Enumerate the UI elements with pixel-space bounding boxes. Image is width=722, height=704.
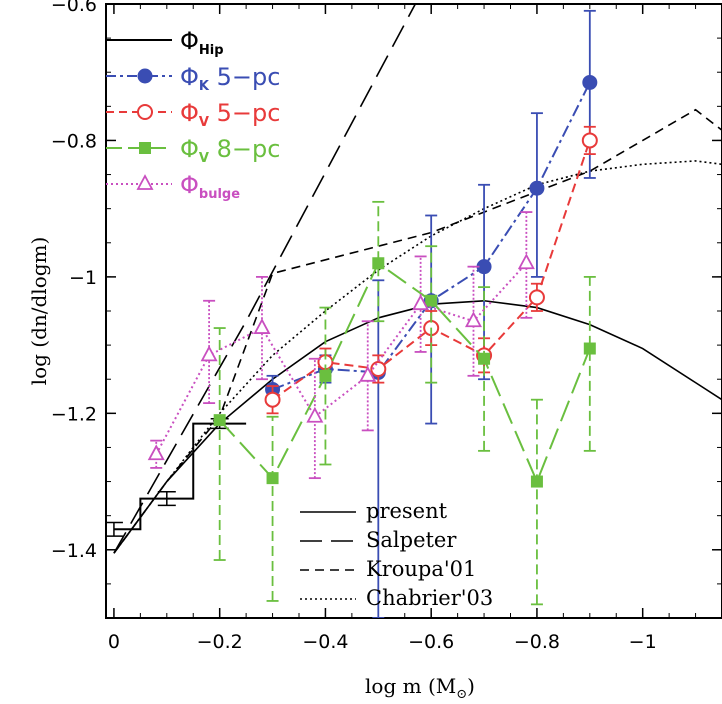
legend-suffix: 8−pc xyxy=(209,135,280,163)
x-tick-label: −1 xyxy=(629,631,657,653)
y-tick-label: −0.6 xyxy=(51,0,97,16)
legend-symbol: Φ xyxy=(180,171,199,199)
x-axis-label-close: ) xyxy=(467,674,475,698)
x-tick-label: −0.6 xyxy=(408,631,454,653)
legend-entry: Φbulge xyxy=(106,171,240,202)
legend-label: ΦK 5−pc xyxy=(180,63,280,94)
data-point xyxy=(425,295,437,307)
model-legend-label: Kroupa'01 xyxy=(366,557,476,581)
data-point xyxy=(583,133,597,147)
plot-frame xyxy=(106,4,722,618)
axis-ticks: 0 −0.2 −0.4 −0.6 −0.8 −1 −0.6 −0.8 −1 −1.2 −1.4 xyxy=(51,0,722,653)
x-axis-label-main: log m (M xyxy=(365,674,456,698)
data-point xyxy=(267,472,279,484)
y-tick-label: −1.4 xyxy=(51,540,97,562)
data-point xyxy=(138,105,152,119)
x-tick-label: 0 xyxy=(108,631,120,653)
data-point xyxy=(255,320,269,333)
legend-subscript: bulge xyxy=(199,187,240,202)
x-axis-label: log m (M⊙) xyxy=(365,674,475,702)
x-tick-label: −0.4 xyxy=(302,631,348,653)
data-point xyxy=(149,446,163,459)
curve-line xyxy=(114,110,722,553)
x-tick-label: −0.2 xyxy=(197,631,243,653)
legend-subscript: V xyxy=(199,151,209,166)
plot-border xyxy=(106,4,722,618)
legend-symbol: Φ xyxy=(180,99,199,127)
data-point xyxy=(266,393,280,407)
step-line xyxy=(114,424,246,530)
legend-entry: ΦV 5−pc xyxy=(106,99,280,130)
data-point xyxy=(319,370,331,382)
data-point xyxy=(372,257,384,269)
data-point xyxy=(584,343,596,355)
data-point xyxy=(583,75,597,89)
model-legend-entry: Chabrier'03 xyxy=(300,586,493,610)
model-legend-entry: Kroupa'01 xyxy=(300,557,476,581)
legend-suffix: 5−pc xyxy=(209,63,280,91)
legend-symbol: Φ xyxy=(180,63,199,91)
data-point xyxy=(214,414,226,426)
data-point xyxy=(202,347,216,360)
y-tick-label: −1 xyxy=(69,267,97,289)
legend-label: Φbulge xyxy=(180,171,240,202)
legend-label: ΦV 5−pc xyxy=(180,99,280,130)
data-point xyxy=(531,476,543,488)
data-point xyxy=(519,255,533,268)
legend-entry: ΦK 5−pc xyxy=(106,63,280,94)
legend-subscript: Hip xyxy=(199,43,224,58)
legend-suffix: 5−pc xyxy=(209,99,280,127)
data-point xyxy=(530,290,544,304)
legend-symbol: Φ xyxy=(180,27,199,55)
x-axis-label-sub: ⊙ xyxy=(456,687,467,702)
legend-label: ΦHip xyxy=(180,27,224,58)
data-point xyxy=(138,69,152,83)
y-tick-label: −0.8 xyxy=(51,130,97,152)
legend-subscript: V xyxy=(199,115,209,130)
legend-entry: ΦV 8−pc xyxy=(106,135,280,166)
data-point xyxy=(478,353,490,365)
model-legend-entry: present xyxy=(300,499,448,523)
data-point xyxy=(308,409,322,422)
legend-label: ΦV 8−pc xyxy=(180,135,280,166)
model-legend-entry: Salpeter xyxy=(300,528,457,552)
legend-entry: ΦHip xyxy=(106,27,224,58)
x-tick-label: −0.8 xyxy=(514,631,560,653)
legend-symbol: Φ xyxy=(180,135,199,163)
legend-bottom: present Salpeter Kroupa'01 Chabrier'03 xyxy=(300,499,493,610)
data-point xyxy=(138,176,152,189)
model-legend-label: Salpeter xyxy=(366,528,457,552)
data-point xyxy=(530,181,544,195)
y-tick-label: −1.2 xyxy=(51,403,97,425)
model-legend-label: Chabrier'03 xyxy=(366,586,493,610)
model-legend-label: present xyxy=(366,499,448,523)
data-point xyxy=(139,142,151,154)
y-axis-label: log (dn/dlogm) xyxy=(27,237,51,386)
